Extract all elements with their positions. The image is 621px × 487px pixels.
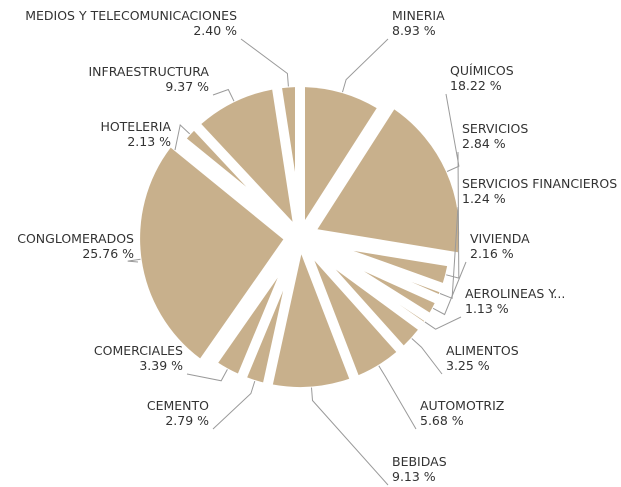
slice-value-servicios: 2.84 % <box>462 136 506 151</box>
slice-label-servicios-financieros: SERVICIOS FINANCIEROS <box>462 176 617 191</box>
slice-value-automotriz: 5.68 % <box>420 413 464 428</box>
leader-line-comerciales <box>186 369 228 382</box>
slice-label-comerciales: COMERCIALES <box>94 343 183 358</box>
slice-value-cemento: 2.79 % <box>165 413 209 428</box>
leader-line-bebidas <box>311 387 389 486</box>
slice-value-servicios-financieros: 1.24 % <box>462 191 506 206</box>
slice-value-bebidas: 9.13 % <box>392 469 436 484</box>
leader-lines <box>127 38 467 486</box>
slice-value-medios-y-telecomunicaciones: 2.40 % <box>193 23 237 38</box>
leader-line-automotriz <box>378 365 417 430</box>
slice-label-cemento: CEMENTO <box>147 398 209 413</box>
leader-line-hoteleria <box>174 124 191 151</box>
pie-slice-alimentos[interactable] <box>335 269 418 346</box>
pie-slice-cemento[interactable] <box>247 290 284 383</box>
leader-line-conglomerados <box>127 258 141 263</box>
slice-label-aerolineas-y: AEROLINEAS Y... <box>465 286 565 301</box>
leader-line-medios-y-telecomunicaciones <box>240 38 289 87</box>
pie-slices <box>140 87 460 388</box>
slice-value-hoteleria: 2.13 % <box>127 134 171 149</box>
leader-line-cemento <box>212 380 256 430</box>
slice-value-alimentos: 3.25 % <box>446 358 490 373</box>
leader-line-quimicos <box>445 93 460 172</box>
leader-line-alimentos <box>411 338 443 375</box>
slice-label-hoteleria: HOTELERIA <box>100 119 171 134</box>
pie-slice-hoteleria[interactable] <box>186 130 247 187</box>
slice-value-quimicos: 18.22 % <box>450 78 502 93</box>
slice-label-medios-y-telecomunicaciones: MEDIOS Y TELECOMUNICACIONES <box>25 8 237 23</box>
leader-line-servicios <box>446 151 460 279</box>
slice-value-aerolineas-y: 1.13 % <box>465 301 509 316</box>
pie-slice-infraestructura[interactable] <box>201 89 293 222</box>
slice-label-servicios: SERVICIOS <box>462 121 528 136</box>
pie-slice-medios-y-telecomunicaciones[interactable] <box>282 87 295 172</box>
pie-slice-mineria[interactable] <box>305 87 377 220</box>
slice-value-vivienda: 2.16 % <box>470 246 514 261</box>
slice-label-conglomerados: CONGLOMERADOS <box>17 231 134 246</box>
leader-line-aerolineas-y <box>424 316 462 330</box>
leader-line-infraestructura <box>212 88 235 102</box>
pie-slice-bebidas[interactable] <box>272 254 350 388</box>
slice-label-mineria: MINERIA <box>392 8 445 23</box>
pie-slice-servicios[interactable] <box>353 250 448 283</box>
leader-line-servicios-financieros <box>439 206 459 300</box>
pie-slice-quimicos[interactable] <box>317 109 460 253</box>
slice-label-infraestructura: INFRAESTRUCTURA <box>88 64 209 79</box>
leader-line-mineria <box>342 38 389 93</box>
slice-value-comerciales: 3.39 % <box>139 358 183 373</box>
slice-label-alimentos: ALIMENTOS <box>446 343 519 358</box>
pie-slice-aerolineas-y[interactable] <box>399 304 425 322</box>
slice-label-bebidas: BEBIDAS <box>392 454 447 469</box>
pie-slice-vivienda[interactable] <box>363 271 435 313</box>
leader-line-vivienda <box>432 261 467 316</box>
pie-slice-automotriz[interactable] <box>314 260 397 376</box>
slice-value-mineria: 8.93 % <box>392 23 436 38</box>
slice-value-conglomerados: 25.76 % <box>82 246 134 261</box>
pie-slice-comerciales[interactable] <box>218 277 278 374</box>
pie-slice-servicios-financieros[interactable] <box>411 281 440 294</box>
slice-label-quimicos: QUÍMICOS <box>450 63 514 78</box>
slice-label-automotriz: AUTOMOTRIZ <box>420 398 504 413</box>
slice-label-vivienda: VIVIENDA <box>470 231 530 246</box>
slice-value-infraestructura: 9.37 % <box>165 79 209 94</box>
pie-slice-conglomerados[interactable] <box>140 147 284 359</box>
